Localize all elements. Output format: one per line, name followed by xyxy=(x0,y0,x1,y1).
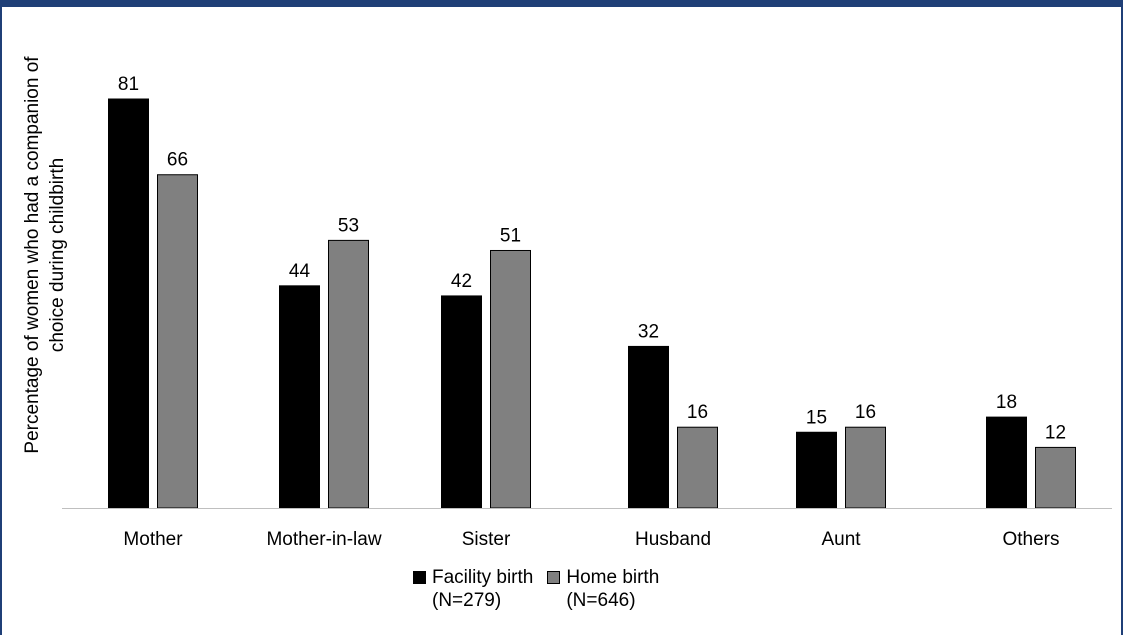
category-labels-group: Mother Mother-in-law Sister Husband Aunt Othe… xyxy=(123,529,1059,550)
data-label-facility-birth-mother: 81 xyxy=(118,74,139,95)
bar-facility-birth-mother-in-law xyxy=(279,285,320,509)
bar-facility-birth-husband xyxy=(628,345,669,509)
legend-label-facility-birth: Facility birth xyxy=(432,567,534,588)
data-label-facility-birth-mother-in-law: 44 xyxy=(289,261,311,282)
bar-home-birth-sister xyxy=(490,249,531,509)
category-label-others: Others xyxy=(1002,529,1059,550)
category-label-mother-in-law: Mother-in-law xyxy=(266,529,381,550)
data-label-home-birth-sister: 51 xyxy=(500,225,521,246)
category-label-husband: Husband xyxy=(635,529,711,550)
legend-detail-facility-birth: (N=279) xyxy=(432,590,502,611)
data-label-home-birth-mother-in-law: 53 xyxy=(338,215,359,236)
legend-item-home-birth: Home birth (N=646) xyxy=(547,566,659,612)
bar-home-birth-others xyxy=(1035,446,1076,509)
bar-home-birth-aunt xyxy=(845,426,886,509)
legend-item-facility-birth: Facility birth (N=279) xyxy=(413,566,533,612)
category-label-mother: Mother xyxy=(123,529,183,550)
bar-facility-birth-others xyxy=(986,416,1027,509)
data-label-facility-birth-sister: 42 xyxy=(451,271,472,292)
bar-home-birth-mother-in-law xyxy=(328,239,369,509)
bar-home-birth-mother xyxy=(157,174,198,509)
legend-swatch-home-birth xyxy=(547,571,561,584)
data-label-home-birth-aunt: 16 xyxy=(855,402,876,423)
legend-detail-home-birth: (N=646) xyxy=(566,590,636,611)
data-labels-group: 81 66 44 53 42 51 32 16 15 16 18 12 xyxy=(118,74,1066,443)
data-label-home-birth-mother: 66 xyxy=(167,150,188,171)
data-label-facility-birth-husband: 32 xyxy=(638,321,659,342)
category-label-aunt: Aunt xyxy=(821,529,861,550)
data-label-facility-birth-others: 18 xyxy=(996,392,1017,413)
data-label-home-birth-husband: 16 xyxy=(687,402,708,423)
data-label-facility-birth-aunt: 15 xyxy=(806,407,827,428)
data-label-home-birth-others: 12 xyxy=(1045,422,1066,443)
bar-facility-birth-mother xyxy=(108,98,149,509)
bar-facility-birth-sister xyxy=(441,295,482,509)
legend-swatch-facility-birth xyxy=(413,571,426,584)
category-label-sister: Sister xyxy=(462,529,511,550)
y-axis-label: Percentage of women who had a companion … xyxy=(22,56,68,454)
y-axis-label-line-1: Percentage of women who had a companion … xyxy=(22,56,43,454)
legend: Facility birth (N=279) Home birth (N=646… xyxy=(413,566,659,612)
legend-label-home-birth: Home birth xyxy=(566,567,660,588)
y-axis-label-line-2: choice during childbirth xyxy=(47,158,68,352)
bar-home-birth-husband xyxy=(677,426,718,509)
bars-group xyxy=(108,98,1076,509)
bar-facility-birth-aunt xyxy=(796,431,837,509)
top-border-bar xyxy=(2,0,1123,7)
